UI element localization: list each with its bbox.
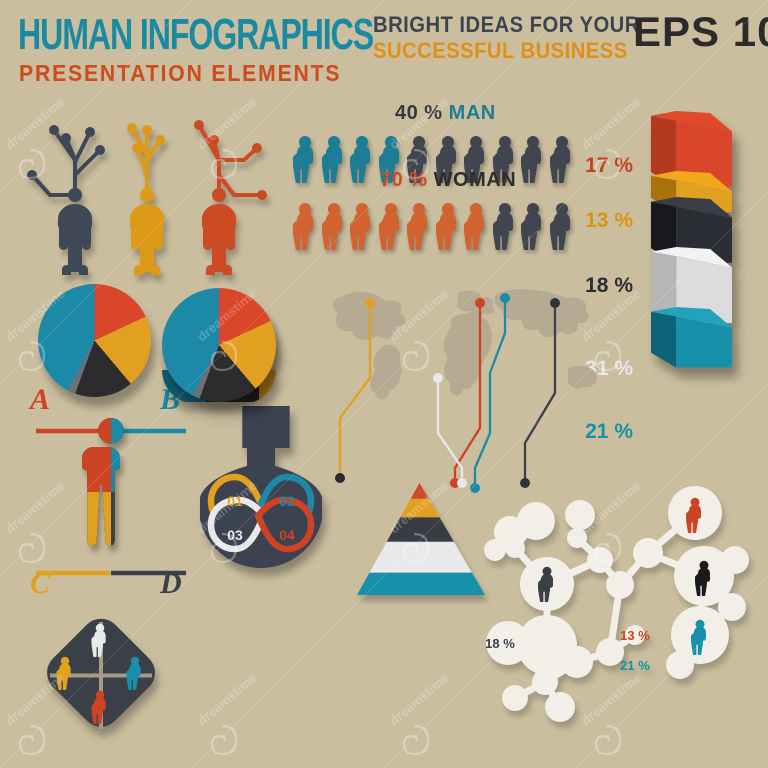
svg-text:13 %: 13 % [620,628,650,643]
svg-text:18 %: 18 % [485,636,515,651]
svg-text:01: 01 [227,493,243,509]
svg-text:21 %: 21 % [620,658,650,673]
svg-text:03: 03 [227,527,243,543]
svg-text:04: 04 [279,527,295,543]
svg-text:02: 02 [279,493,295,509]
